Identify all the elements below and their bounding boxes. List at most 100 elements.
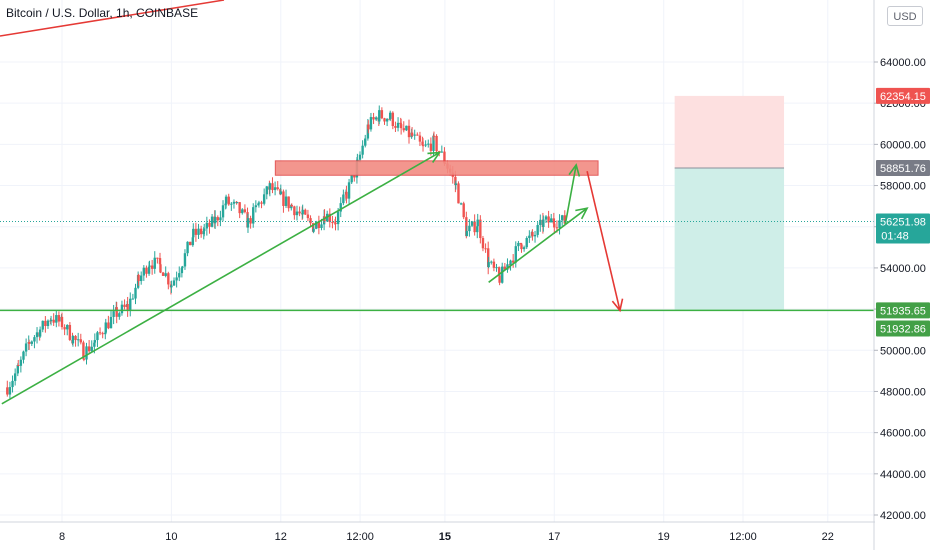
price-label-text: 56251.98 (880, 217, 926, 229)
candle-body (161, 272, 165, 276)
price-label-stop (876, 87, 930, 104)
candle-body (331, 222, 334, 224)
candle-body (257, 202, 261, 204)
candle-body (320, 224, 323, 228)
y-tick-label: 58000.00 (880, 181, 926, 193)
red-trendline (0, 0, 225, 37)
candle-body (104, 332, 107, 335)
candle-body (167, 273, 170, 285)
target-zone (674, 168, 785, 311)
candle-body (213, 217, 217, 224)
candle-body (462, 203, 465, 218)
candle-body (46, 320, 50, 327)
candle-body (369, 117, 373, 130)
candle-body (364, 138, 367, 146)
price-label-entry (876, 160, 930, 177)
candle-body (115, 307, 118, 317)
candle-body (170, 285, 173, 288)
candle-body (254, 205, 258, 208)
candle-body (230, 203, 233, 205)
x-tick-label: 12:00 (729, 531, 757, 543)
candle-body (328, 213, 332, 223)
trendline-1 (1, 151, 440, 405)
x-tick-label: 10 (165, 531, 177, 543)
chart-title: Bitcoin / U.S. Dollar, 1h, COINBASE (6, 6, 199, 20)
candle-body (528, 235, 531, 239)
candle-body (378, 110, 381, 122)
candle-body (301, 209, 304, 215)
candle-body (262, 194, 266, 204)
candle-body (153, 257, 156, 269)
candle-body (131, 298, 135, 300)
candle-body (284, 196, 288, 206)
candle-body (550, 218, 553, 223)
candle-body (140, 275, 143, 282)
candle-body (520, 244, 523, 250)
candle-body (41, 320, 44, 330)
candle-body (506, 264, 509, 270)
candle-body (539, 219, 542, 226)
candle-body (8, 387, 12, 395)
candle-body (402, 128, 405, 131)
candle-body (435, 135, 438, 152)
candle-body (418, 135, 422, 142)
price-axis-bg (875, 0, 932, 550)
candle-body (96, 332, 99, 341)
candle-body (181, 266, 184, 269)
candle-body (347, 182, 351, 199)
candle-body (358, 154, 362, 160)
candle-body (385, 118, 389, 122)
currency-button[interactable]: USD (887, 6, 923, 26)
candle-body (30, 341, 34, 344)
candle-body (246, 218, 250, 228)
candle-body (479, 219, 482, 239)
candle-body (123, 304, 126, 308)
candle-body (180, 268, 184, 274)
candle-body (71, 336, 75, 344)
candle-body (19, 359, 23, 366)
candle-body (98, 332, 102, 334)
y-tick-label: 42000.00 (880, 510, 926, 522)
candle-body (465, 231, 468, 237)
candle-body (142, 267, 146, 276)
candle-body (432, 135, 436, 137)
candle-body (87, 346, 91, 352)
candle-body (76, 339, 80, 341)
candle-body (476, 219, 479, 227)
candle-body (227, 196, 230, 205)
candle-body (367, 124, 370, 130)
candle-body (361, 145, 364, 155)
y-tick-label: 44000.00 (880, 469, 926, 481)
candle-body (424, 144, 427, 146)
y-tick-label: 64000.00 (880, 57, 926, 69)
candle-body (391, 112, 395, 127)
candle-body (6, 387, 9, 395)
price-label-target (876, 320, 930, 337)
candle-body (107, 322, 110, 329)
candle-body (156, 257, 159, 259)
x-tick-label: 8 (59, 531, 65, 543)
candle-body (82, 342, 85, 359)
candle-body (194, 228, 198, 235)
candle-body (410, 132, 414, 136)
candle-body (175, 277, 178, 281)
candle-body (440, 151, 444, 153)
candle-body (484, 248, 487, 250)
candle-body (44, 320, 47, 327)
price-label-last (876, 213, 930, 244)
candle-body (260, 202, 263, 204)
candle-body (158, 258, 162, 265)
candle-body (164, 273, 167, 276)
candle-body (394, 126, 397, 128)
candle-body (63, 327, 66, 330)
candle-body (492, 261, 496, 268)
candle-body (312, 228, 315, 232)
candle-body (454, 183, 458, 186)
candle-body (498, 275, 501, 283)
candle-body (241, 209, 244, 214)
projection-arrow-2 (586, 170, 621, 311)
candle-body (17, 365, 20, 367)
candle-body (558, 220, 561, 228)
candle-body (221, 205, 225, 218)
